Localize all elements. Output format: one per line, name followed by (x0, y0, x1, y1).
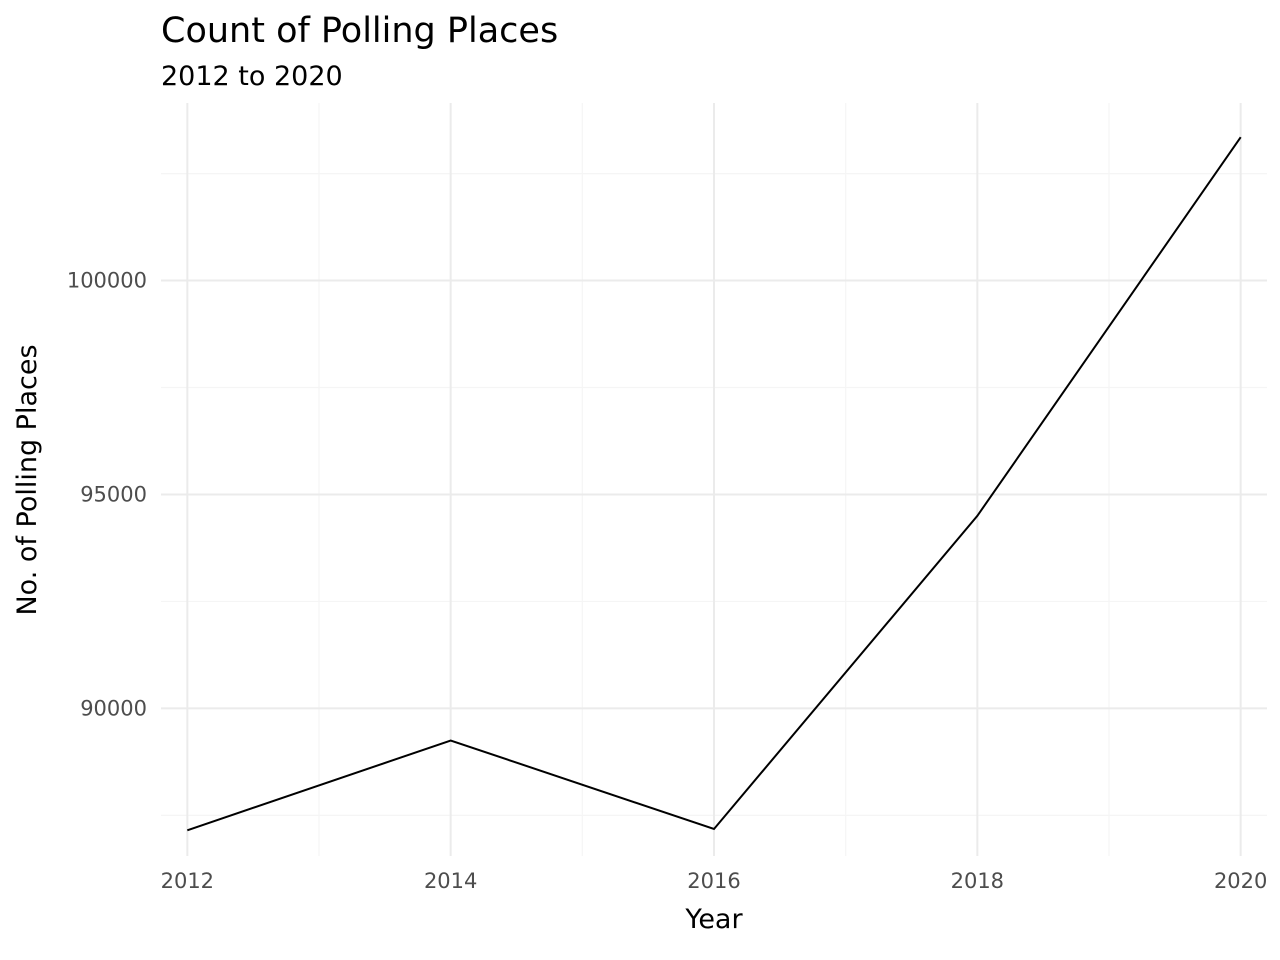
x-axis-tick-labels: 2012 2014 2016 2018 2020 (161, 869, 1268, 893)
x-tick-label: 2014 (424, 869, 477, 893)
y-tick-label: 90000 (80, 696, 147, 720)
y-axis-title: No. of Polling Places (12, 344, 43, 615)
x-tick-label: 2012 (161, 869, 214, 893)
x-tick-label: 2018 (951, 869, 1004, 893)
y-tick-label: 100000 (67, 269, 147, 293)
y-axis-tick-labels: 90000 95000 100000 (67, 269, 147, 721)
y-tick-label: 95000 (80, 482, 147, 506)
major-gridlines (161, 103, 1267, 856)
chart-subtitle: 2012 to 2020 (161, 61, 343, 92)
series-line (186, 136, 1242, 832)
x-tick-label: 2016 (687, 869, 740, 893)
series-layer (186, 136, 1242, 832)
chart-title: Count of Polling Places (161, 11, 558, 51)
x-axis-title: Year (684, 904, 743, 935)
x-tick-label: 2020 (1214, 869, 1267, 893)
